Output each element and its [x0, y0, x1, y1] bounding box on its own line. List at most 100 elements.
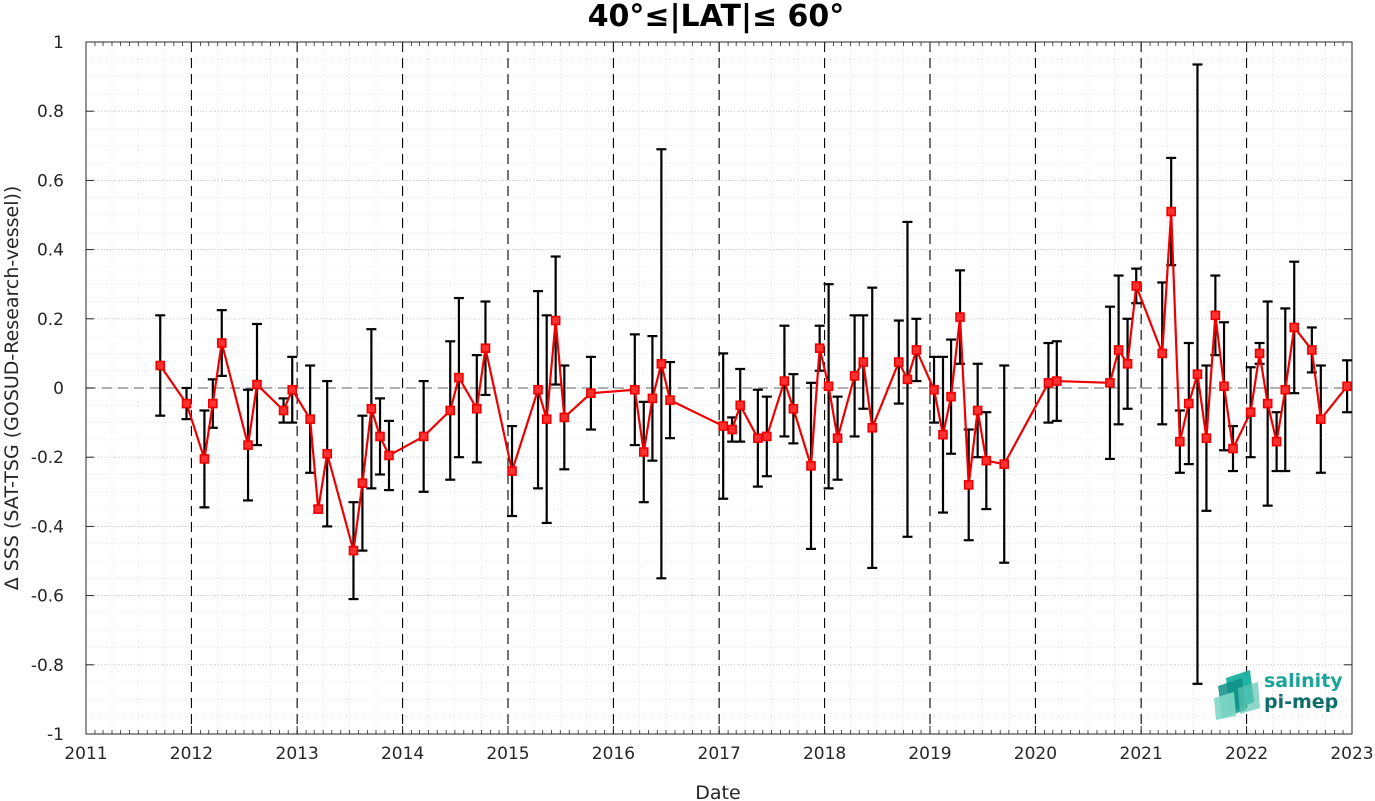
data-point: [507, 466, 517, 476]
data-point: [955, 312, 965, 322]
data-point: [929, 384, 939, 395]
data-point: [559, 412, 570, 423]
y-tick-label: -0.6: [31, 587, 64, 607]
data-point: [208, 398, 218, 409]
data-point: [1219, 381, 1229, 392]
data-point: [1271, 436, 1282, 447]
y-axis-label: Δ SSS (SAT-TSG (GOSUD-Research-vessel)): [1, 186, 23, 591]
x-tick-label-2015: 2015: [486, 744, 529, 764]
data-point: [155, 360, 166, 371]
error-bars: [155, 63, 1353, 685]
y-tick-label: 0.8: [37, 102, 64, 122]
series-line: [159, 210, 1348, 552]
data-point: [981, 455, 992, 466]
data-point: [199, 454, 210, 464]
data-point: [1184, 398, 1194, 409]
x-tick-labels: 2011 2012 2013 2014 2015 2016 2017 2018 2019 2020…: [64, 744, 1373, 764]
data-point: [287, 384, 298, 395]
data-point: [832, 433, 843, 443]
data-point: [1342, 381, 1352, 392]
x-tick-label-2020: 2020: [1014, 744, 1057, 764]
data-point: [1131, 281, 1142, 291]
data-point: [384, 450, 394, 461]
data-point: [779, 376, 790, 386]
data-point: [823, 381, 834, 392]
data-point: [550, 315, 561, 326]
data-point: [718, 421, 728, 431]
data-point: [946, 391, 956, 402]
data-point: [418, 431, 429, 442]
data-point: [366, 403, 377, 414]
x-tick-label-2013: 2013: [276, 744, 319, 764]
logo-text-salinity: salinity: [1264, 670, 1343, 692]
data-point: [480, 343, 491, 354]
data-point: [849, 371, 860, 381]
x-tick-label-2022: 2022: [1225, 744, 1268, 764]
data-point: [1157, 348, 1168, 359]
data-point: [1052, 376, 1062, 386]
data-point: [814, 343, 825, 354]
data-point: [305, 414, 315, 424]
data-point: [867, 422, 878, 433]
data-point: [216, 338, 227, 348]
y-tick-label: 1: [53, 33, 64, 53]
data-point: [972, 405, 983, 416]
data-point: [1210, 310, 1221, 321]
data-point: [1307, 345, 1317, 355]
x-tick-label-2016: 2016: [592, 744, 635, 764]
data-point: [1122, 358, 1133, 369]
salinity-pi-mep-logo: salinity pi-mep: [1214, 670, 1343, 720]
data-point: [313, 504, 324, 514]
logo-text-pimep: pi-mep: [1264, 691, 1338, 713]
data-point: [1201, 433, 1212, 443]
data-point: [1175, 436, 1185, 447]
data-point: [1113, 345, 1124, 355]
data-point: [586, 388, 596, 398]
data-point: [762, 431, 772, 442]
data-point: [375, 431, 385, 442]
data-point: [638, 447, 649, 457]
data-point: [938, 429, 948, 440]
logo-emblem-icon: [1214, 670, 1260, 720]
data-point: [911, 345, 922, 355]
data-point: [665, 395, 675, 405]
y-tick-labels: -1 -0.8 -0.6 -0.4 -0.2 0 0.2 0.4 0.6 0.8 1: [31, 33, 64, 745]
x-tick-label-2012: 2012: [170, 744, 213, 764]
data-point: [472, 403, 482, 414]
data-point: [348, 545, 359, 556]
data-point: [1228, 443, 1238, 454]
data-point: [902, 374, 913, 385]
y-tick-label: -0.8: [31, 656, 64, 676]
x-axis-label: Date: [695, 782, 740, 801]
x-tick-label-2018: 2018: [803, 744, 846, 764]
data-point: [735, 400, 746, 411]
data-point: [656, 358, 667, 369]
data-point: [445, 405, 456, 416]
x-tick-label-2021: 2021: [1120, 744, 1163, 764]
data-point: [1105, 378, 1115, 388]
data-point: [1316, 414, 1326, 424]
chart-title: 40°≤|LAT|≤ 60°: [588, 0, 845, 34]
y-tick-label: -0.4: [31, 517, 64, 537]
x-tick-label-2019: 2019: [908, 744, 951, 764]
x-tick-label-2011: 2011: [64, 744, 107, 764]
data-point: [181, 398, 192, 409]
data-point: [788, 403, 799, 414]
data-point: [647, 393, 658, 404]
data-point: [1262, 398, 1273, 409]
y-tick-label: 0.6: [37, 171, 64, 191]
data-point: [243, 440, 253, 450]
data-point: [278, 405, 289, 416]
data-point: [454, 372, 464, 383]
x-tick-label-2017: 2017: [698, 744, 741, 764]
data-point: [1245, 407, 1256, 418]
data-point: [858, 357, 869, 367]
y-tick-label: -0.2: [31, 448, 64, 468]
data-point: [806, 461, 816, 471]
y-tick-label: 0: [53, 379, 64, 399]
data-markers: [155, 206, 1352, 556]
data-point: [322, 448, 332, 459]
data-point: [1043, 378, 1054, 388]
x-tick-label-2014: 2014: [381, 744, 424, 764]
